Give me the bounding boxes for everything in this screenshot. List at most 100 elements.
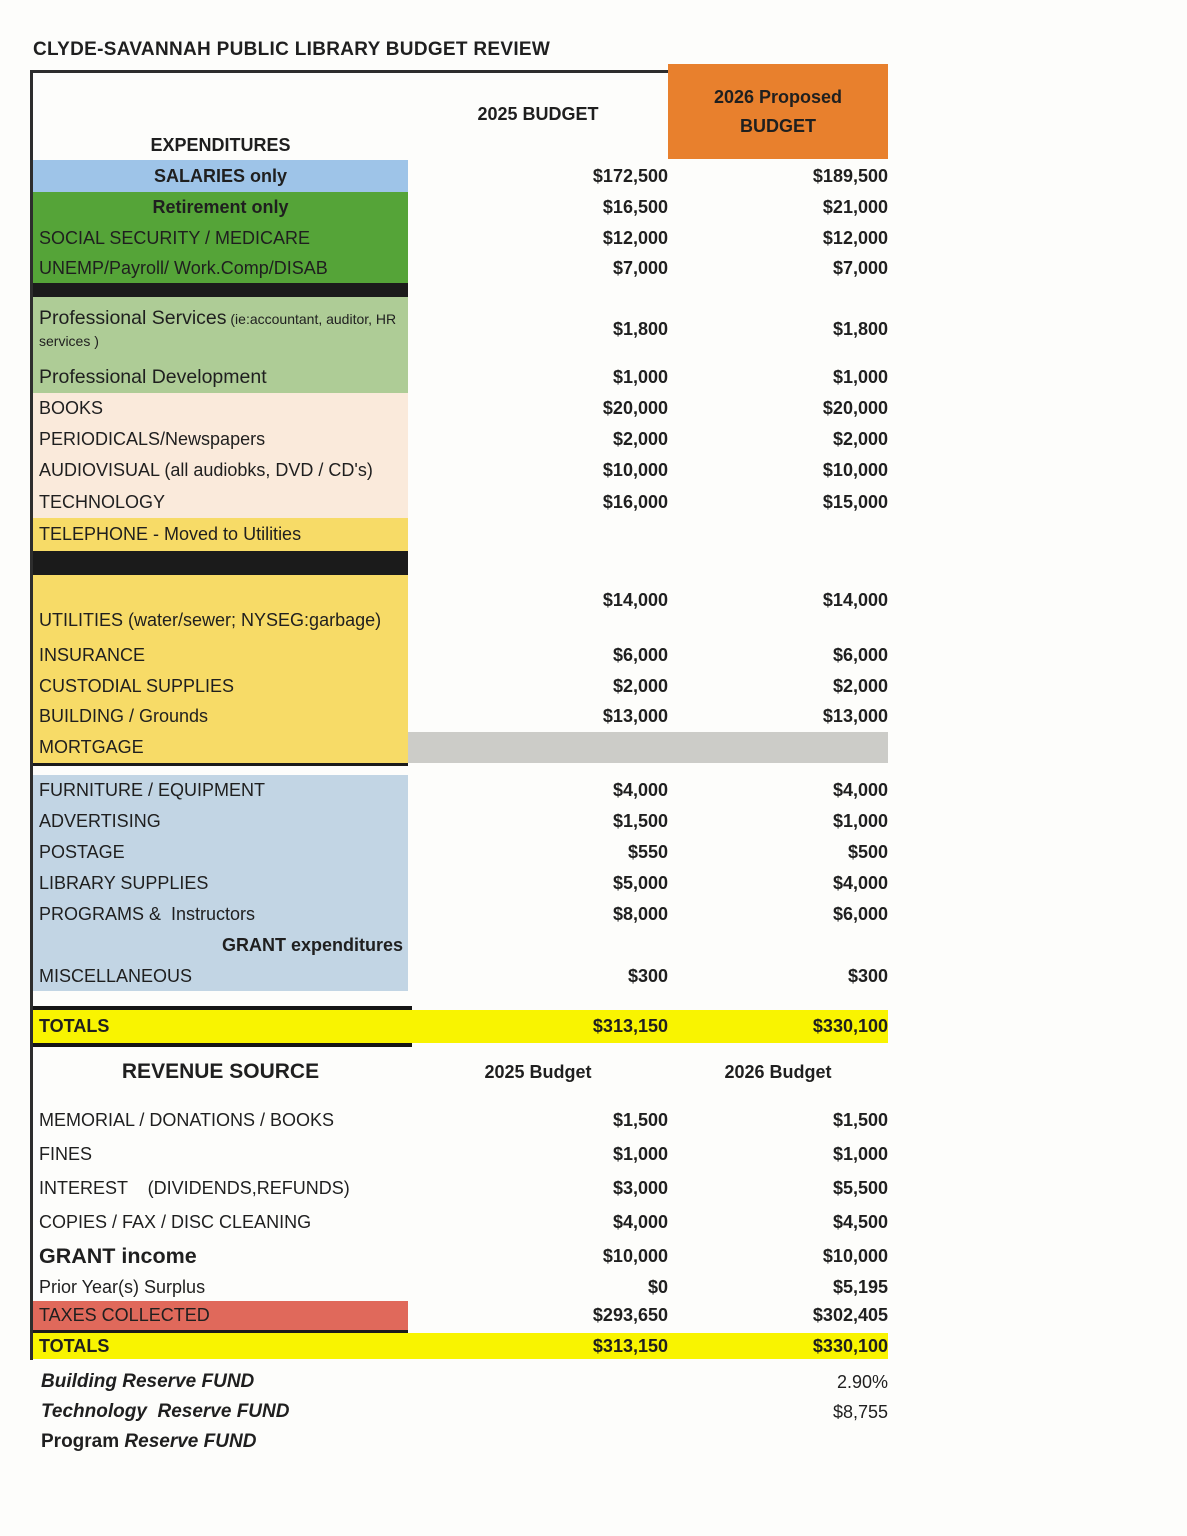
value-2025: $5,000 (408, 868, 668, 899)
reserve-fund-label-cell: Building Reserve FUND (33, 1367, 408, 1397)
expenditure-row: UNEMP/Payroll/ Work.Comp/DISAB $7,000 $7,0… (33, 253, 888, 283)
value-2026-text: $1,000 (832, 1143, 888, 1164)
reserve-fund-label: Reserve FUND (124, 1431, 257, 1453)
row-label: Prior Year(s) Surplus (39, 1277, 205, 1298)
expenditures-section-label: EXPENDITURES (150, 135, 291, 155)
value-2025: $0 (408, 1273, 668, 1301)
value-2026-text: $5,500 (832, 1177, 888, 1198)
value-2026: $1,800 (668, 297, 888, 361)
row-label-cell: GRANT expenditures (33, 930, 408, 961)
row-label: POSTAGE (39, 842, 125, 863)
value-2026: $6,000 (668, 899, 888, 930)
row-label-cell: GRANT income (33, 1239, 408, 1273)
value-2026: $1,000 (668, 806, 888, 837)
expenditure-row: Retirement only $16,500 $21,000 (33, 192, 888, 223)
value-2025-text: $5,000 (612, 873, 668, 893)
row-label-cell: Prior Year(s) Surplus (33, 1273, 408, 1301)
value-2026-text: $2,000 (832, 675, 888, 696)
value-2025-text: $2,000 (612, 429, 668, 449)
value-2026: $15,000 (668, 486, 888, 518)
reserve-fund-value: 2.90% (668, 1367, 888, 1397)
expenditure-row: LIBRARY SUPPLIES $5,000 $4,000 (33, 868, 888, 899)
value-2026-text: $7,000 (832, 257, 888, 278)
value-2026: $4,000 (668, 775, 888, 806)
row-label-main: SALARIES only (153, 165, 287, 186)
row-label-cell: MISCELLANEOUS (33, 961, 408, 991)
value-2026 (668, 930, 888, 961)
expenditure-row: TELEPHONE - Moved to Utilities (33, 518, 888, 551)
value-2026-text: $2,000 (832, 429, 888, 449)
totals-value-2026: $330,100 (668, 1010, 888, 1043)
row-label: BOOKS (39, 398, 103, 419)
value-2026 (668, 518, 888, 551)
value-2026-text: $1,800 (832, 318, 888, 339)
row-label-main: INSURANCE (39, 645, 146, 666)
expenditure-row: FURNITURE / EQUIPMENT $4,000 $4,000 (33, 775, 888, 806)
value-2025-text: $10,000 (602, 1245, 668, 1266)
section-divider-line (33, 763, 408, 766)
row-label-main: BUILDING / Grounds (39, 706, 209, 727)
value-2025 (408, 518, 668, 551)
value-2026-text: $21,000 (822, 197, 888, 217)
reserve-fund-spacer-cell (408, 1367, 668, 1397)
revenue-row: GRANT income $10,000 $10,000 (33, 1239, 888, 1273)
value-2026: $189,500 (668, 160, 888, 192)
value-2025-text: $16,500 (602, 197, 668, 217)
row-label-main: UTILITIES (water/sewer; NYSEG:garbage) (39, 610, 382, 631)
row-label-main: FURNITURE / EQUIPMENT (39, 780, 266, 801)
row-label: LIBRARY SUPPLIES (39, 873, 208, 894)
row-label-cell: UTILITIES (water/sewer; NYSEG:garbage) (33, 575, 408, 640)
value-2026: $4,500 (668, 1205, 888, 1239)
column-header-2026-proposed-budget: 2026 Proposed BUDGET (668, 64, 888, 159)
header-2026-line1: 2026 Proposed (713, 86, 843, 107)
value-2025-text: $8,000 (612, 904, 668, 924)
value-2026-text: $13,000 (822, 706, 888, 726)
value-2025 (408, 930, 668, 961)
value-2026: $4,000 (668, 868, 888, 899)
value-2026-text: $5,195 (832, 1276, 888, 1297)
value-2025-text: $7,000 (612, 257, 668, 278)
value-2026-text: $1,500 (832, 1109, 888, 1130)
row-label-cell: SOCIAL SECURITY / MEDICARE (33, 223, 408, 253)
reserve-fund-spacer-cell (408, 1397, 668, 1427)
row-label-cell: MEMORIAL / DONATIONS / BOOKS (33, 1103, 408, 1137)
revenue-row: COPIES / FAX / DISC CLEANING $4,000 $4,500 (33, 1205, 888, 1239)
value-2025: $12,000 (408, 223, 668, 253)
value-2025: $14,000 (408, 575, 668, 640)
row-label-main: LIBRARY SUPPLIES (39, 873, 209, 894)
row-label: BUILDING / Grounds (39, 706, 208, 727)
revenue-row: INTEREST (DIVIDENDS,REFUNDS) $3,000 $5,500 (33, 1171, 888, 1205)
totals-border-line (30, 1043, 412, 1047)
row-label-main: TAXES COLLECTED (39, 1305, 210, 1326)
value-2025: $10,000 (408, 1239, 668, 1273)
value-2026-text: $4,000 (832, 873, 888, 893)
value-2025: $1,000 (408, 1137, 668, 1171)
row-label-main: POSTAGE (39, 842, 125, 863)
row-label: FURNITURE / EQUIPMENT (39, 780, 265, 801)
row-label: FINES (39, 1144, 92, 1165)
row-label-cell: Retirement only (33, 192, 408, 223)
value-2025-text: $14,000 (602, 590, 668, 610)
row-label-cell: INSURANCE (33, 640, 408, 671)
value-2025-text: $10,000 (602, 460, 668, 480)
row-label: UNEMP/Payroll/ Work.Comp/DISAB (39, 258, 328, 279)
row-label-cell: ADVERTISING (33, 806, 408, 837)
row-label-cell: PERIODICALS/Newspapers (33, 424, 408, 455)
row-label: TECHNOLOGY (39, 492, 165, 513)
row-label-cell: MORTGAGE (33, 732, 408, 763)
row-label-main: Prior Year(s) Surplus (39, 1276, 206, 1297)
revenue-row: TAXES COLLECTED $293,650 $302,405 (33, 1301, 888, 1330)
value-2026: $2,000 (668, 424, 888, 455)
value-2026: $1,000 (668, 1137, 888, 1171)
row-label-main: SOCIAL SECURITY / MEDICARE (39, 227, 311, 248)
row-label-cell: TAXES COLLECTED (33, 1301, 408, 1330)
row-label-cell: Professional Services (ie:accountant, au… (33, 297, 408, 361)
totals-value-2025-text: $313,150 (592, 1335, 668, 1356)
value-2026: $12,000 (668, 223, 888, 253)
totals-value-2026-text: $330,100 (812, 1016, 888, 1036)
value-2026-text: $1,000 (832, 811, 888, 831)
row-label-cell: COPIES / FAX / DISC CLEANING (33, 1205, 408, 1239)
row-label: AUDIOVISUAL (all audiobks, DVD / CD's) (39, 460, 373, 481)
row-label-cell: POSTAGE (33, 837, 408, 868)
